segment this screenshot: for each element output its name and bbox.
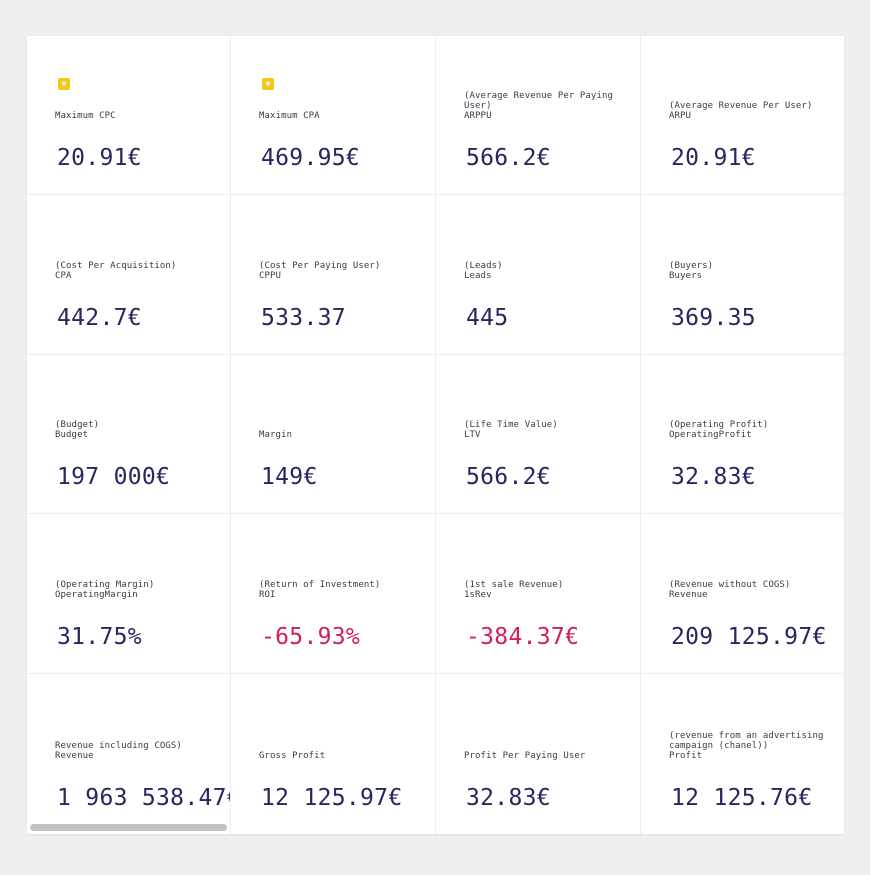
metric-value: -384.37€ bbox=[466, 624, 580, 650]
metric-label: (Life Time Value) LTV bbox=[464, 420, 558, 440]
metric-card[interactable]: Profit Per Paying User 32.83€ bbox=[436, 674, 641, 834]
metric-card[interactable]: (Life Time Value) LTV 566.2€ bbox=[436, 355, 641, 514]
metric-card[interactable]: Revenue including COGS) Revenue 1 963 538… bbox=[27, 674, 231, 834]
metric-value: 566.2€ bbox=[466, 145, 551, 171]
metric-value: 12 125.97€ bbox=[261, 785, 403, 811]
metric-value: 149€ bbox=[261, 464, 318, 490]
metric-card[interactable]: (Operating Profit) OperatingProfit 32.83€ bbox=[641, 355, 844, 514]
metric-label: (Return of Investment) ROI bbox=[259, 580, 381, 600]
metric-label: (Operating Margin) OperatingMargin bbox=[55, 580, 155, 600]
metric-value: 20.91€ bbox=[671, 145, 756, 171]
metric-card[interactable]: (Budget) Budget 197 000€ bbox=[27, 355, 231, 514]
metric-value: 32.83€ bbox=[671, 464, 756, 490]
metric-label: Margin bbox=[259, 430, 293, 440]
metric-value: 32.83€ bbox=[466, 785, 551, 811]
metric-value: 442.7€ bbox=[57, 305, 142, 331]
metric-card[interactable]: (Return of Investment) ROI -65.93% bbox=[231, 514, 436, 674]
metric-label: (revenue from an advertising campaign (c… bbox=[669, 731, 824, 761]
metric-card[interactable]: (Revenue without COGS) Revenue 209 125.97… bbox=[641, 514, 844, 674]
metric-card[interactable]: (Average Revenue Per Paying User) ARPPU 5… bbox=[436, 36, 641, 195]
metric-label: Profit Per Paying User bbox=[464, 751, 586, 761]
metric-label: (1st sale Revenue) 1sRev bbox=[464, 580, 564, 600]
horizontal-scrollbar[interactable] bbox=[30, 824, 227, 831]
metric-label: (Buyers) Buyers bbox=[669, 261, 714, 281]
metric-label: (Average Revenue Per Paying User) ARPPU bbox=[464, 91, 613, 121]
metric-value: 31.75% bbox=[57, 624, 142, 650]
metric-card[interactable]: (1st sale Revenue) 1sRev -384.37€ bbox=[436, 514, 641, 674]
metric-card[interactable]: ★ Maximum CPC 20.91€ bbox=[27, 36, 231, 195]
metric-value: 469.95€ bbox=[261, 145, 361, 171]
metric-value: 369.35 bbox=[671, 305, 756, 331]
metric-value: 209 125.97€ bbox=[671, 624, 827, 650]
metrics-grid: ★ Maximum CPC 20.91€ ★ Maximum CPA 469.95€ (Av… bbox=[27, 36, 844, 834]
metric-value: 533.37 bbox=[261, 305, 346, 331]
metric-card[interactable]: (Leads) Leads 445 bbox=[436, 195, 641, 355]
metric-value: -65.93% bbox=[261, 624, 361, 650]
metrics-board: ★ Maximum CPC 20.91€ ★ Maximum CPA 469.95€ (Av… bbox=[27, 36, 844, 834]
metric-label: (Leads) Leads bbox=[464, 261, 503, 281]
metric-card[interactable]: (revenue from an advertising campaign (c… bbox=[641, 674, 844, 834]
metric-value: 445 bbox=[466, 305, 509, 331]
metric-label: (Cost Per Acquisition) CPA bbox=[55, 261, 177, 281]
metric-value: 566.2€ bbox=[466, 464, 551, 490]
metric-label: (Revenue without COGS) Revenue bbox=[669, 580, 791, 600]
metric-card[interactable]: (Buyers) Buyers 369.35 bbox=[641, 195, 844, 355]
metric-card[interactable]: Margin 149€ bbox=[231, 355, 436, 514]
metric-label: (Budget) Budget bbox=[55, 420, 100, 440]
metric-label: Revenue including COGS) Revenue bbox=[55, 741, 182, 761]
metric-card[interactable]: (Operating Margin) OperatingMargin 31.75% bbox=[27, 514, 231, 674]
star-icon[interactable]: ★ bbox=[262, 78, 274, 90]
metric-card[interactable]: (Average Revenue Per User) ARPU 20.91€ bbox=[641, 36, 844, 195]
metric-card[interactable]: Gross Profit 12 125.97€ bbox=[231, 674, 436, 834]
metric-card[interactable]: (Cost Per Paying User) CPPU 533.37 bbox=[231, 195, 436, 355]
metric-card[interactable]: (Cost Per Acquisition) CPA 442.7€ bbox=[27, 195, 231, 355]
metric-card[interactable]: ★ Maximum CPA 469.95€ bbox=[231, 36, 436, 195]
metric-label: (Average Revenue Per User) ARPU bbox=[669, 101, 813, 121]
metric-value: 1 963 538.47€ bbox=[57, 785, 231, 811]
metric-value: 12 125.76€ bbox=[671, 785, 813, 811]
metric-label: Maximum CPC bbox=[55, 111, 116, 121]
metric-label: (Cost Per Paying User) CPPU bbox=[259, 261, 381, 281]
metric-label: (Operating Profit) OperatingProfit bbox=[669, 420, 769, 440]
metric-label: Maximum CPA bbox=[259, 111, 320, 121]
star-icon[interactable]: ★ bbox=[58, 78, 70, 90]
metric-value: 197 000€ bbox=[57, 464, 171, 490]
metric-value: 20.91€ bbox=[57, 145, 142, 171]
metric-label: Gross Profit bbox=[259, 751, 326, 761]
